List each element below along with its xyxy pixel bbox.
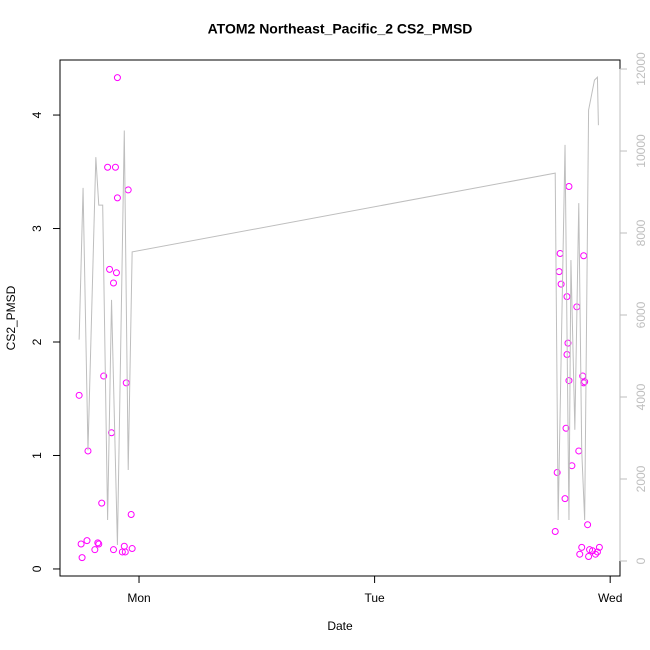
y2-tick-label: 10000	[634, 134, 648, 168]
y2-tick-label: 2000	[634, 465, 648, 492]
point	[122, 379, 130, 387]
point	[556, 249, 564, 257]
point	[98, 499, 106, 507]
point	[581, 378, 589, 386]
y-tick-label: 0	[30, 565, 44, 572]
point	[584, 521, 592, 529]
x-axis-label: Date	[327, 619, 353, 633]
plot-box	[59, 59, 621, 577]
point	[553, 469, 561, 477]
point	[75, 391, 83, 399]
y2-tick-label: 6000	[634, 301, 648, 328]
point	[113, 194, 121, 202]
point	[120, 542, 128, 550]
chart-title: ATOM2 Northeast_Pacific_2 CS2_PMSD	[208, 21, 473, 37]
point	[124, 186, 132, 194]
point	[94, 539, 102, 547]
y-tick-label: 4	[30, 111, 44, 118]
point	[593, 548, 601, 556]
y-axis-label: CS2_PMSD	[4, 285, 18, 350]
y-tick-label: 2	[30, 338, 44, 345]
x-tick-label: Tue	[364, 591, 385, 605]
point	[83, 537, 91, 545]
point	[112, 269, 120, 277]
point	[109, 279, 117, 287]
point	[104, 163, 112, 171]
point	[595, 543, 603, 551]
point	[78, 554, 86, 562]
point	[565, 377, 573, 385]
y-tick-label: 3	[30, 225, 44, 232]
point	[580, 252, 588, 260]
point	[128, 545, 136, 553]
line	[78, 76, 599, 546]
x-tick-label: Wed	[598, 591, 622, 605]
point	[575, 447, 583, 455]
y2-tick-label: 12000	[634, 52, 648, 86]
y-tick-label: 1	[30, 452, 44, 459]
point	[95, 540, 103, 548]
point	[565, 183, 573, 191]
point	[555, 268, 563, 276]
point	[106, 265, 114, 273]
point	[591, 550, 599, 558]
x-tick-label: Mon	[127, 591, 150, 605]
point	[562, 424, 570, 432]
point	[77, 540, 85, 548]
y2-tick-label: 4000	[634, 383, 648, 410]
point	[113, 74, 121, 82]
y2-tick-label: 0	[634, 557, 648, 564]
point	[561, 495, 569, 503]
point	[127, 510, 135, 518]
point	[121, 548, 129, 556]
point	[578, 543, 586, 551]
y2-tick-label: 8000	[634, 219, 648, 246]
point	[585, 552, 593, 560]
point	[557, 280, 565, 288]
point	[100, 372, 108, 380]
point	[551, 528, 559, 536]
point	[111, 163, 119, 171]
point	[576, 550, 584, 558]
point	[91, 546, 99, 554]
point	[564, 339, 572, 347]
point	[109, 546, 117, 554]
